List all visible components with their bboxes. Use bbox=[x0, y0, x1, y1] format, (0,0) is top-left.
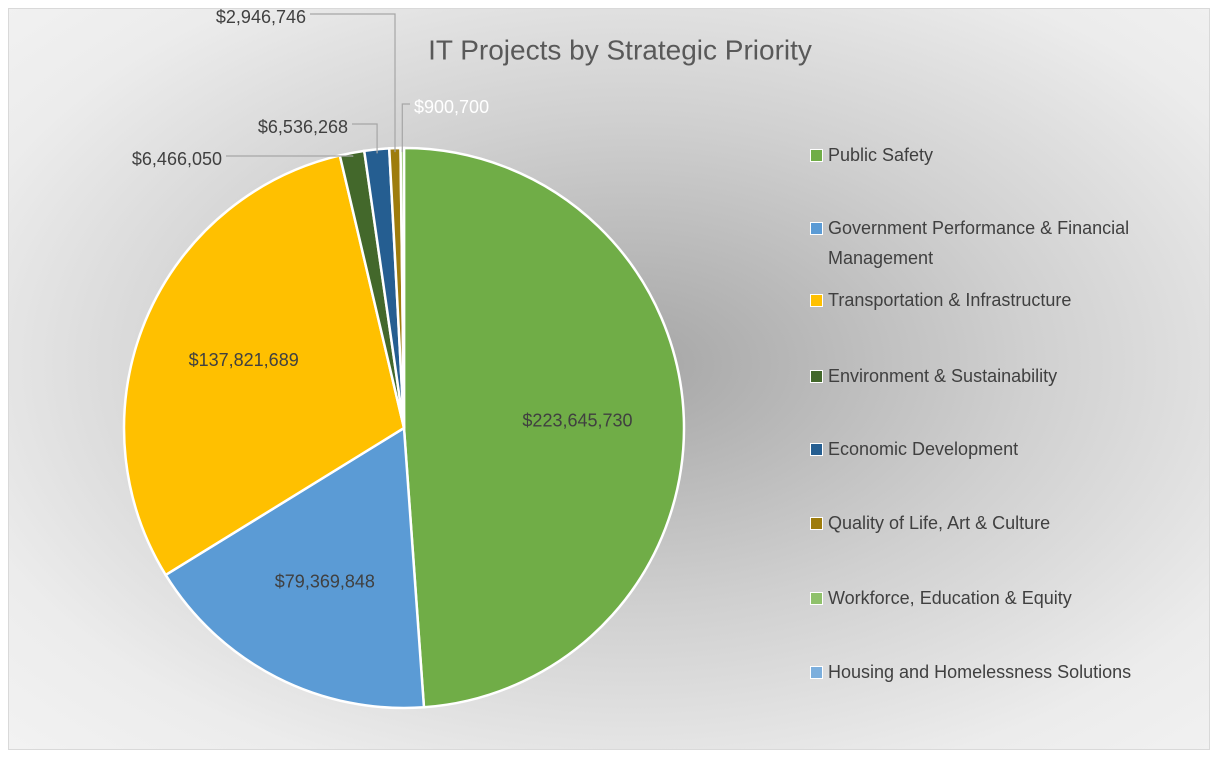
data-label: $900,700 bbox=[414, 97, 489, 117]
pie-slice bbox=[402, 146, 686, 709]
data-label: $223,645,730 bbox=[522, 411, 632, 431]
legend-swatch bbox=[810, 443, 823, 456]
data-label: $137,821,689 bbox=[189, 350, 299, 370]
legend-item: Economic Development bbox=[810, 434, 1205, 464]
legend-item: Environment & Sustainability bbox=[810, 361, 1205, 391]
leader-line bbox=[401, 103, 410, 153]
legend-label: Government Performance & Financial Manag… bbox=[828, 218, 1130, 268]
data-label: $6,466,050 bbox=[132, 149, 222, 169]
legend-swatch bbox=[810, 149, 823, 162]
legend-swatch bbox=[810, 294, 823, 307]
legend-swatch bbox=[810, 222, 823, 235]
data-label: $79,369,848 bbox=[275, 571, 375, 591]
data-label: $6,536,268 bbox=[258, 117, 348, 137]
leader-line bbox=[226, 155, 354, 157]
legend-item: Housing and Homelessness Solutions bbox=[810, 657, 1205, 687]
legend-swatch bbox=[810, 666, 823, 679]
chart-title: IT Projects by Strategic Priority bbox=[428, 34, 812, 65]
data-label: $2,946,746 bbox=[216, 7, 306, 27]
legend-item: Government Performance & Financial Manag… bbox=[810, 213, 1205, 273]
legend-swatch bbox=[810, 592, 823, 605]
legend-label: Economic Development bbox=[828, 439, 1019, 459]
legend-item: Quality of Life, Art & Culture bbox=[810, 508, 1205, 538]
legend-swatch bbox=[810, 370, 823, 383]
leader-line bbox=[352, 123, 378, 154]
legend-label: Environment & Sustainability bbox=[828, 366, 1058, 386]
leader-line bbox=[310, 13, 396, 153]
legend-label: Workforce, Education & Equity bbox=[828, 588, 1072, 608]
legend-item: Workforce, Education & Equity bbox=[810, 583, 1205, 613]
legend-label: Quality of Life, Art & Culture bbox=[828, 513, 1051, 533]
legend-swatch bbox=[810, 517, 823, 530]
legend-item: Transportation & Infrastructure bbox=[810, 285, 1205, 315]
legend-label: Public Safety bbox=[828, 145, 934, 165]
legend-label: Housing and Homelessness Solutions bbox=[828, 662, 1132, 682]
legend-item: Public Safety bbox=[810, 140, 1205, 170]
legend-label: Transportation & Infrastructure bbox=[828, 290, 1072, 310]
pie-slice bbox=[163, 425, 426, 710]
pie-slice bbox=[122, 153, 406, 577]
